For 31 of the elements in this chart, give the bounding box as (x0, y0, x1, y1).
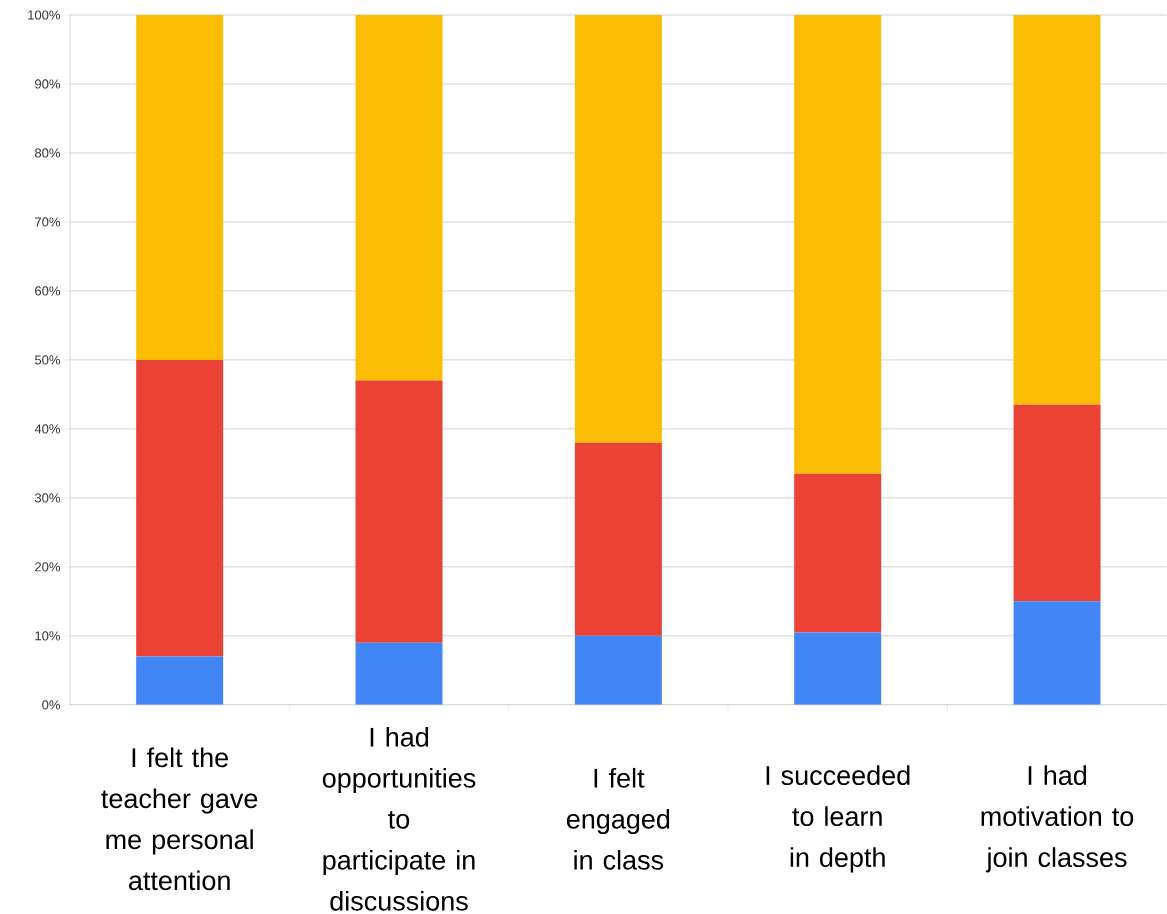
y-tick-label: 60% (35, 286, 60, 296)
y-tick-label: 70% (35, 217, 60, 227)
bar (574, 14, 662, 443)
y-tick-label: 10% (35, 631, 60, 641)
bar (355, 380, 443, 643)
bar (136, 656, 224, 705)
x-tick-label: I had motivation to join classes (981, 765, 1134, 873)
bar (574, 635, 662, 705)
bar (136, 14, 224, 360)
x-tick-label: I felt engaged in class (566, 767, 670, 870)
bar (1013, 601, 1101, 705)
bar (1013, 14, 1101, 405)
y-tick-label: 90% (35, 79, 60, 89)
y-tick-label: 100% (28, 10, 60, 20)
y-tick-label: 0% (42, 700, 60, 710)
y-tick-label: 40% (34, 424, 60, 434)
x-tick-label: I felt the teacher gave me personal attention (101, 747, 258, 891)
y-tick-label: 80% (35, 148, 60, 158)
bar (794, 632, 882, 705)
bar (355, 642, 443, 705)
bar (1013, 404, 1101, 602)
y-tick-label: 50% (34, 355, 60, 365)
y-tick-label: 20% (35, 562, 60, 572)
x-tick-label: I had opportunities to participate in discussions (322, 726, 476, 911)
x-tick-label: I succeeded to learn in depth (766, 765, 910, 873)
bar (794, 14, 882, 474)
bar (794, 473, 882, 633)
bar (574, 442, 662, 636)
y-tick-label: 30% (34, 493, 60, 503)
bar (136, 359, 224, 657)
bar (355, 14, 443, 381)
